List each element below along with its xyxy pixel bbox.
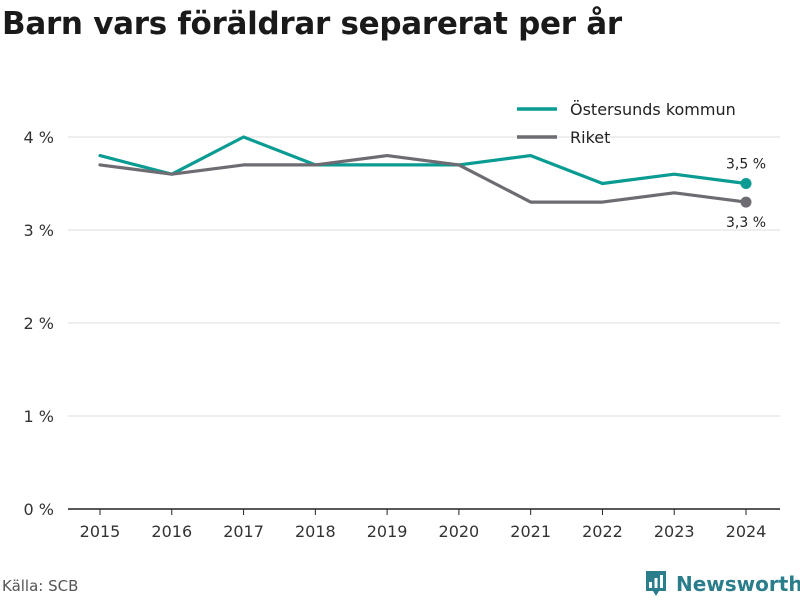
y-tick-label: 0 % [24,500,54,519]
x-tick-label: 2018 [295,522,336,541]
x-tick-label: 2021 [510,522,551,541]
x-tick-label: 2015 [80,522,121,541]
series-lines: 3,5 % 3,3 % [98,135,766,231]
series-line-ostersund [98,135,748,186]
y-tick-label: 4 % [24,128,54,147]
brand-logo: Newsworthy [644,570,800,598]
gridlines [68,136,780,510]
y-axis-ticks: 0 % 1 % 2 % 3 % 4 % [24,128,54,519]
chart-title: Barn vars föräldrar separerat per år [2,6,622,42]
series-end-label: 3,3 % [726,215,766,231]
y-tick-label: 3 % [24,221,54,240]
legend-label: Riket [570,128,610,147]
y-tick-label: 1 % [24,407,54,426]
series-end-label: 3,5 % [726,157,766,173]
x-tick-label: 2017 [223,522,264,541]
bar-chart-logo-icon [646,571,666,596]
series-end-point [740,196,752,208]
series-end-point [740,178,752,189]
source-note: Källa: SCB [2,577,79,595]
series-line-riket [98,154,748,204]
legend: Östersunds kommun Riket [517,100,736,147]
y-tick-label: 2 % [24,314,54,333]
x-tick-label: 2023 [654,522,695,541]
x-tick-label: 2024 [726,522,767,541]
x-tick-label: 2022 [582,522,623,541]
legend-label: Östersunds kommun [570,100,736,119]
x-tick-label: 2016 [151,522,192,541]
x-tick-label: 2020 [439,522,480,541]
x-tick-label: 2019 [367,522,408,541]
brand-name: Newsworthy [676,572,800,596]
x-axis-ticks: 2015 2016 2017 2018 2019 2020 2021 2022 2023 2024 [80,509,767,541]
